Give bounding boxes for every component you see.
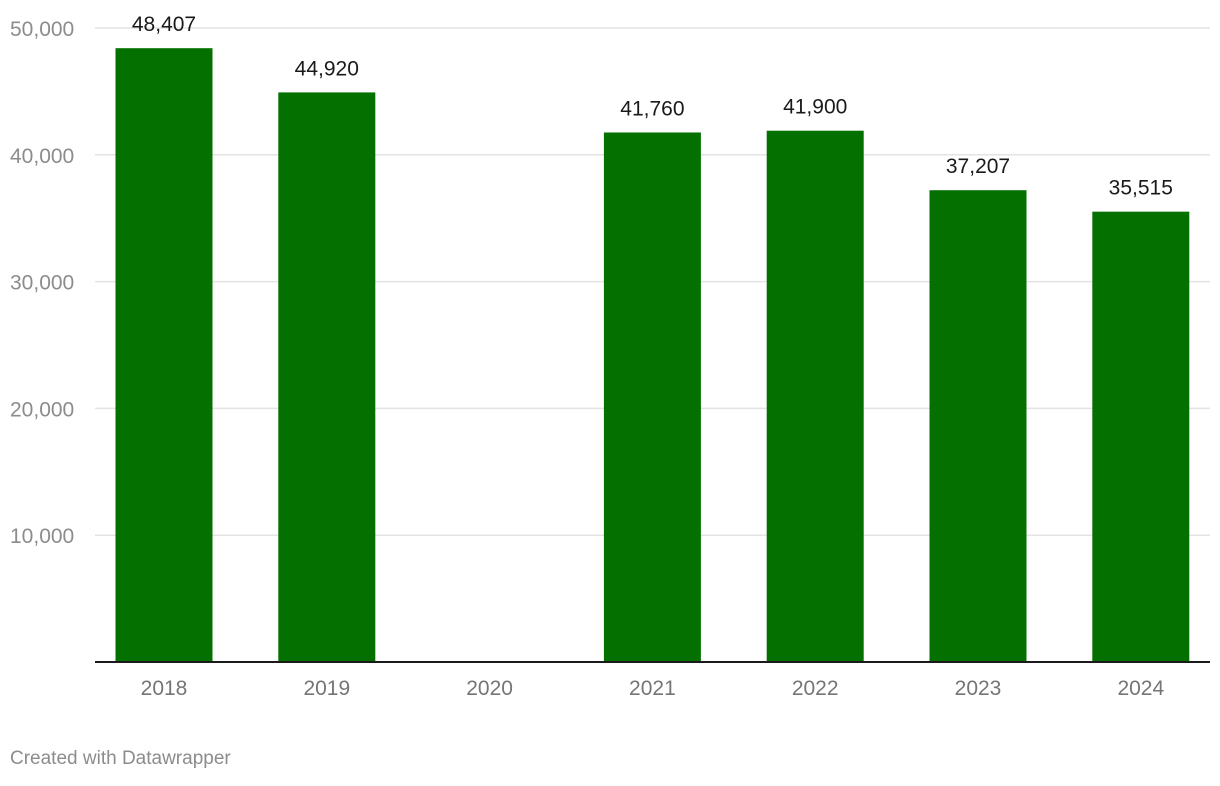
bar-2022 bbox=[766, 130, 864, 662]
value-labels: 48,407 44,920 41,760 41,900 37,207 35,515 bbox=[132, 13, 1173, 199]
x-tick-label-2020: 2020 bbox=[466, 677, 513, 700]
y-tick-label: 50,000 bbox=[10, 18, 74, 41]
y-tick-label: 30,000 bbox=[10, 272, 74, 295]
bar-chart: 10,000 20,000 30,000 40,000 50,000 48,407 44,… bbox=[10, 13, 1210, 700]
value-label-2018: 48,407 bbox=[132, 13, 196, 36]
value-label-2022: 41,900 bbox=[783, 96, 847, 119]
value-label-2023: 37,207 bbox=[946, 155, 1010, 178]
value-label-2019: 44,920 bbox=[295, 57, 359, 80]
x-tick-label-2022: 2022 bbox=[792, 677, 839, 700]
value-label-2024: 35,515 bbox=[1109, 177, 1173, 200]
x-tick-label-2019: 2019 bbox=[303, 677, 350, 700]
credit-text: Created with Datawrapper bbox=[10, 748, 231, 769]
y-tick-label: 40,000 bbox=[10, 145, 74, 168]
value-label-2021: 41,760 bbox=[620, 97, 684, 120]
bar-2019 bbox=[278, 92, 376, 662]
bar-2018 bbox=[115, 48, 213, 663]
x-tick-label-2021: 2021 bbox=[629, 677, 676, 700]
y-axis-ticks: 10,000 20,000 30,000 40,000 50,000 bbox=[10, 18, 74, 548]
x-tick-label-2024: 2024 bbox=[1117, 677, 1164, 700]
bar-2023 bbox=[929, 190, 1027, 662]
x-tick-label-2023: 2023 bbox=[955, 677, 1002, 700]
y-tick-label: 20,000 bbox=[10, 398, 74, 421]
x-axis-labels: 2018 2019 2020 2021 2022 2023 2024 bbox=[141, 677, 1165, 700]
bars bbox=[115, 48, 1190, 663]
bar-2024 bbox=[1092, 211, 1190, 662]
bar-2021 bbox=[603, 132, 701, 662]
y-tick-label: 10,000 bbox=[10, 525, 74, 548]
x-tick-label-2018: 2018 bbox=[141, 677, 188, 700]
